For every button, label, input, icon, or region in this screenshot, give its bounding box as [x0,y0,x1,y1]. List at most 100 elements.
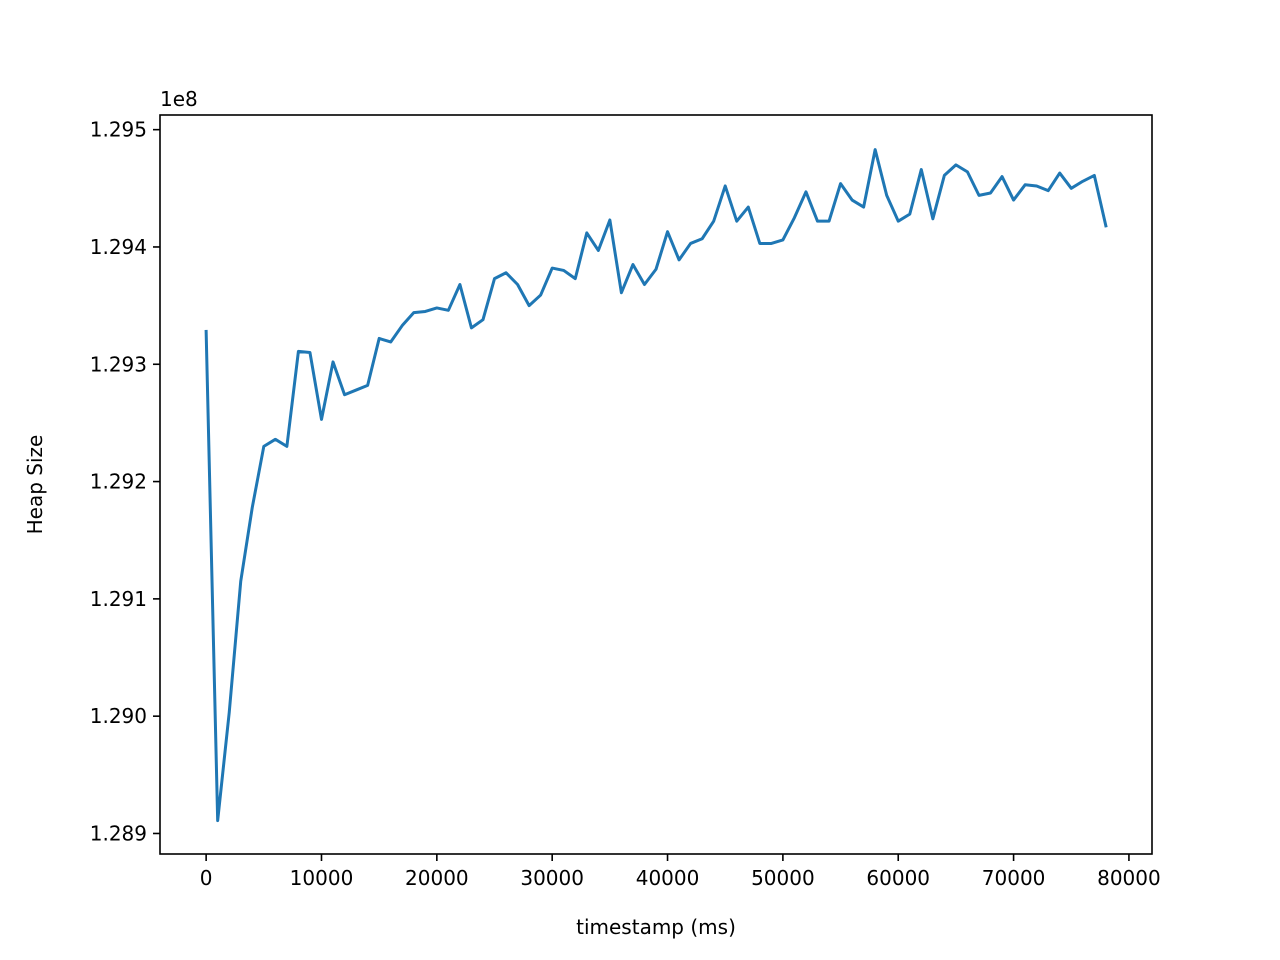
data-point [516,283,519,286]
data-point [585,231,588,234]
x-tick-label: 0 [200,866,213,890]
data-point [977,194,980,197]
data-point [666,230,669,233]
data-point [897,220,900,223]
data-point [401,324,404,327]
data-point [378,337,381,340]
data-point [1047,189,1050,192]
data-point [481,318,484,321]
data-point [1012,199,1015,202]
data-point [851,199,854,202]
data-point [885,194,888,197]
x-tick-label: 40000 [636,866,700,890]
data-point [435,306,438,309]
data-point [839,182,842,185]
data-point [239,580,242,583]
x-tick-label: 30000 [520,866,584,890]
data-point [816,220,819,223]
data-point [1081,180,1084,183]
data-point [205,330,208,333]
y-tick-label: 1.294 [90,235,147,259]
data-point [712,220,715,223]
data-point [804,190,807,193]
data-point [793,216,796,219]
y-tick-label: 1.292 [90,470,147,494]
data-point [1024,183,1027,186]
y-axis-label: Heap Size [23,435,47,535]
data-point [458,283,461,286]
data-point [828,220,831,223]
x-tick-label: 80000 [1097,866,1161,890]
data-point [770,242,773,245]
data-point [274,438,277,441]
data-point [597,249,600,252]
data-point [862,206,865,209]
data-point [216,819,219,822]
x-axis-ticks: 0 10000 20000 30000 40000 50000 60000 70000 8000… [200,854,1161,890]
data-point [285,445,288,448]
heap-size-series-line [204,148,1108,823]
data-point [332,360,335,363]
y-tick-label: 1.291 [90,587,147,611]
data-point [355,389,358,392]
data-point [678,258,681,261]
x-tick-label: 20000 [405,866,469,890]
data-point [689,242,692,245]
data-point [366,384,369,387]
data-point [1058,172,1061,175]
data-point [412,311,415,314]
x-axis-label: timestamp (ms) [576,915,736,939]
y-tick-label: 1.293 [90,352,147,376]
y-tick-label: 1.295 [90,118,147,142]
data-point [1001,175,1004,178]
data-point [747,206,750,209]
data-point [470,326,473,329]
data-point [297,350,300,353]
data-point [724,184,727,187]
y-tick-label: 1.290 [90,704,147,728]
data-point [989,192,992,195]
data-point [389,340,392,343]
data-point [424,310,427,313]
data-point [320,418,323,421]
data-point [493,277,496,280]
data-point [228,711,231,714]
data-point [908,213,911,216]
plot-area-frame [159,114,1153,855]
data-point [308,351,311,354]
y-axis-ticks: 1.289 1.290 1.291 1.292 1.293 1.294 1.295 [90,118,160,845]
data-point [943,174,946,177]
x-tick-label: 60000 [866,866,930,890]
data-point [701,237,704,240]
data-point [643,283,646,286]
data-point [262,445,265,448]
data-point [781,238,784,241]
data-point [631,263,634,266]
data-point [343,393,346,396]
data-point [931,217,934,220]
data-point [562,269,565,272]
data-point [1104,224,1107,227]
data-point [574,277,577,280]
data-point [966,170,969,173]
data-point [528,304,531,307]
data-point [608,218,611,221]
data-point [505,271,508,274]
data-point [539,294,542,297]
x-tick-label: 50000 [751,866,815,890]
data-point [735,220,738,223]
y-axis-offset-label: 1e8 [160,87,198,111]
data-point [620,291,623,294]
data-point [655,268,658,271]
x-tick-label: 70000 [982,866,1046,890]
data-point [251,506,254,509]
y-tick-label: 1.289 [90,821,147,845]
data-point [551,267,554,270]
data-point [1035,184,1038,187]
data-point [954,163,957,166]
data-point [874,148,877,151]
data-point [920,168,923,171]
data-point [1070,187,1073,190]
